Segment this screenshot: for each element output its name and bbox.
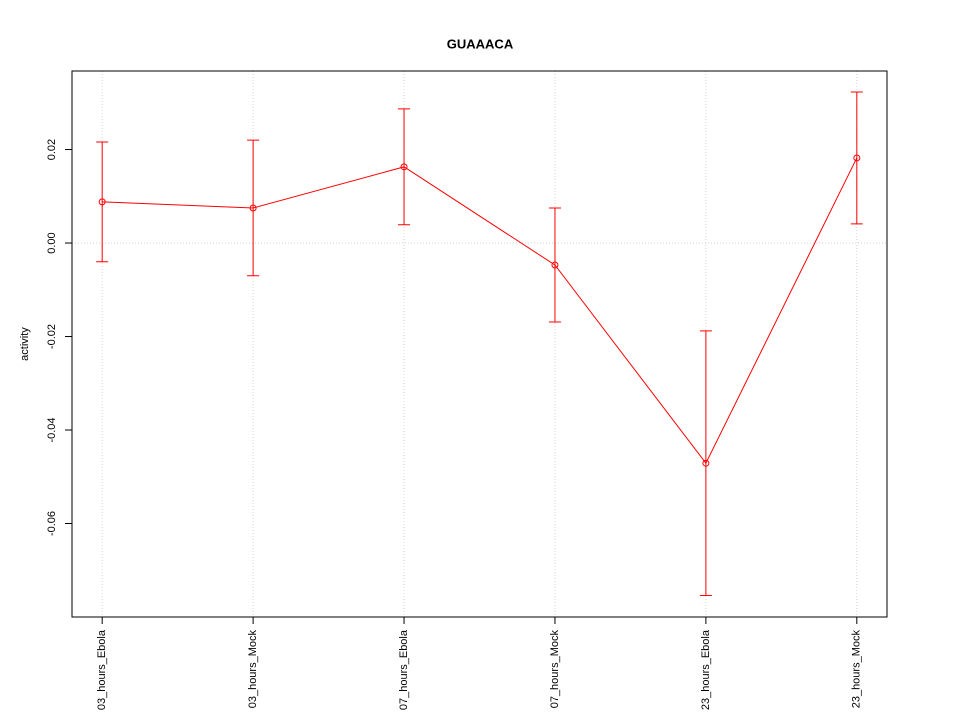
y-tick-label: 0.00 bbox=[46, 232, 58, 253]
y-axis-label: activity bbox=[19, 327, 31, 361]
series-line bbox=[102, 157, 858, 465]
point bbox=[400, 163, 408, 171]
y-tick-label: 0.02 bbox=[46, 139, 58, 160]
point bbox=[702, 459, 710, 467]
chart-title: GUAAACA bbox=[447, 36, 514, 51]
x-tick-label: 07_hours_Mock bbox=[549, 630, 561, 709]
x-tick-label: 03_hours_Ebola bbox=[96, 629, 108, 710]
x-tick-label: 23_hours_Ebola bbox=[700, 629, 712, 710]
point bbox=[853, 154, 861, 162]
point bbox=[551, 261, 559, 269]
plot-frame bbox=[71, 70, 888, 618]
error-bar bbox=[247, 139, 260, 277]
point bbox=[98, 198, 106, 206]
y-tick-label: -0.02 bbox=[46, 324, 58, 349]
y-tick-label: -0.04 bbox=[46, 417, 58, 442]
x-tick-label: 23_hours_Mock bbox=[851, 630, 863, 709]
y-tick-label: -0.06 bbox=[46, 511, 58, 536]
error-bar bbox=[96, 141, 109, 263]
error-bar bbox=[548, 207, 561, 323]
x-tick-label: 03_hours_Mock bbox=[247, 630, 259, 709]
x-tick-label: 07_hours_Ebola bbox=[398, 629, 410, 710]
error-bar bbox=[398, 108, 411, 226]
point bbox=[249, 204, 257, 212]
error-bar bbox=[699, 330, 712, 596]
error-bar bbox=[850, 91, 863, 225]
